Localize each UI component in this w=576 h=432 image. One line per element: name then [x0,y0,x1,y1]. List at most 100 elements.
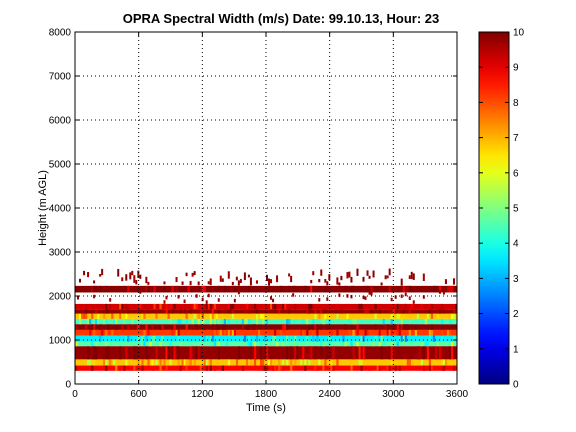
heatmap-cell [414,318,417,325]
heatmap-cell [366,329,369,336]
heatmap-cell [89,341,92,347]
heatmap-cell [336,277,339,285]
heatmap-cell [352,318,355,325]
heatmap-cell [356,329,359,336]
heatmap-cell [123,285,126,293]
heatmap-cell [103,359,106,366]
heatmap-cell [416,346,419,360]
colorbar-tick-label: 6 [513,168,519,179]
heatmap-cell [83,313,86,319]
heatmap-cell [314,324,317,330]
heatmap-cell [115,318,118,325]
heatmap-cell [348,359,351,366]
heatmap-cell [75,365,78,371]
heatmap-cell [292,293,295,297]
heatmap-cell [350,341,353,347]
heatmap-cell [133,335,136,342]
heatmap-cell [362,276,365,282]
heatmap-cell [249,341,253,347]
heatmap-cell [410,271,413,280]
grid-lines [75,32,457,384]
heatmap-cell [167,313,170,319]
heatmap-cell [428,309,432,314]
heatmap-cell [424,318,428,325]
heatmap-cell [400,278,403,286]
heatmap-cell [155,359,158,366]
heatmap-cell [253,346,257,360]
heatmap-cell [189,341,192,347]
heatmap-cell [199,365,202,371]
heatmap-cell [316,324,319,330]
heatmap-cell [253,341,257,347]
heatmap-cell [89,359,92,366]
heatmap-cell [442,291,445,295]
heatmap-cell [203,335,206,342]
heatmap-cell [390,313,393,319]
heatmap-cell [95,341,98,347]
heatmap-cell [253,303,257,310]
heatmap-cell [247,318,251,325]
heatmap-cell [326,346,329,360]
heatmap-cell [141,335,144,342]
heatmap-cell [231,303,235,310]
heatmap-cell [286,324,289,330]
x-tick-label: 3000 [382,389,405,400]
heatmap-cell [103,318,106,325]
heatmap-cell [330,335,333,342]
colorbar-tick-label: 8 [513,98,519,109]
heatmap-cell [123,318,126,325]
heatmap-cell [294,303,297,310]
heatmap-cell [227,359,231,366]
heatmap-cell [358,303,361,310]
heatmap-cell [426,313,430,319]
heatmap-cell [193,303,196,310]
heatmap-cell [111,329,114,336]
heatmap-cell [187,285,190,293]
heatmap-cell [280,329,283,336]
heatmap-cell [442,359,446,366]
heatmap-cell [360,335,363,342]
heatmap-cell [350,276,353,283]
heatmap-cell [261,313,265,319]
heatmap-cell [209,341,212,347]
heatmap-cell [310,303,313,310]
heatmap-cell [151,324,154,330]
heatmap-cell [378,365,381,371]
heatmap-cell [233,329,237,336]
heatmap-cell [99,285,102,293]
heatmap-cell [165,346,168,360]
heatmap-cell [308,324,311,330]
heatmap-cell [135,346,138,360]
heatmap-cell [95,346,98,360]
heatmap-cell [159,341,162,347]
heatmap-cell [450,313,454,319]
x-axis-label: Time (s) [246,402,286,414]
heatmap-cell [432,335,436,342]
heatmap-cell [81,313,84,319]
y-tick-label: 0 [65,380,71,391]
heatmap-cell [390,341,393,347]
heatmap-cell [135,324,138,330]
heatmap-cell [209,303,212,310]
heatmap-cell [235,359,239,366]
heatmap-cell [442,309,446,314]
heatmap-cell [247,335,251,342]
heatmap-cell [255,309,259,314]
heatmap-cell [147,359,150,366]
heatmap-cell [408,359,411,366]
heatmap-cell [109,359,112,366]
heatmap-cell [308,309,311,314]
heatmap-cell [360,303,363,310]
heatmap-cell [420,303,424,310]
heatmap-cell [225,341,228,347]
heatmap-cell [432,285,436,293]
heatmap-cell [312,335,315,342]
heatmap-cell [137,285,140,293]
heatmap-cell [422,295,425,299]
heatmap-cell [241,318,245,325]
heatmap-cell [318,278,321,283]
heatmap-cell [284,324,287,330]
heatmap-cell [290,346,293,360]
heatmap-cell [175,346,178,360]
heatmap-cell [300,329,303,336]
